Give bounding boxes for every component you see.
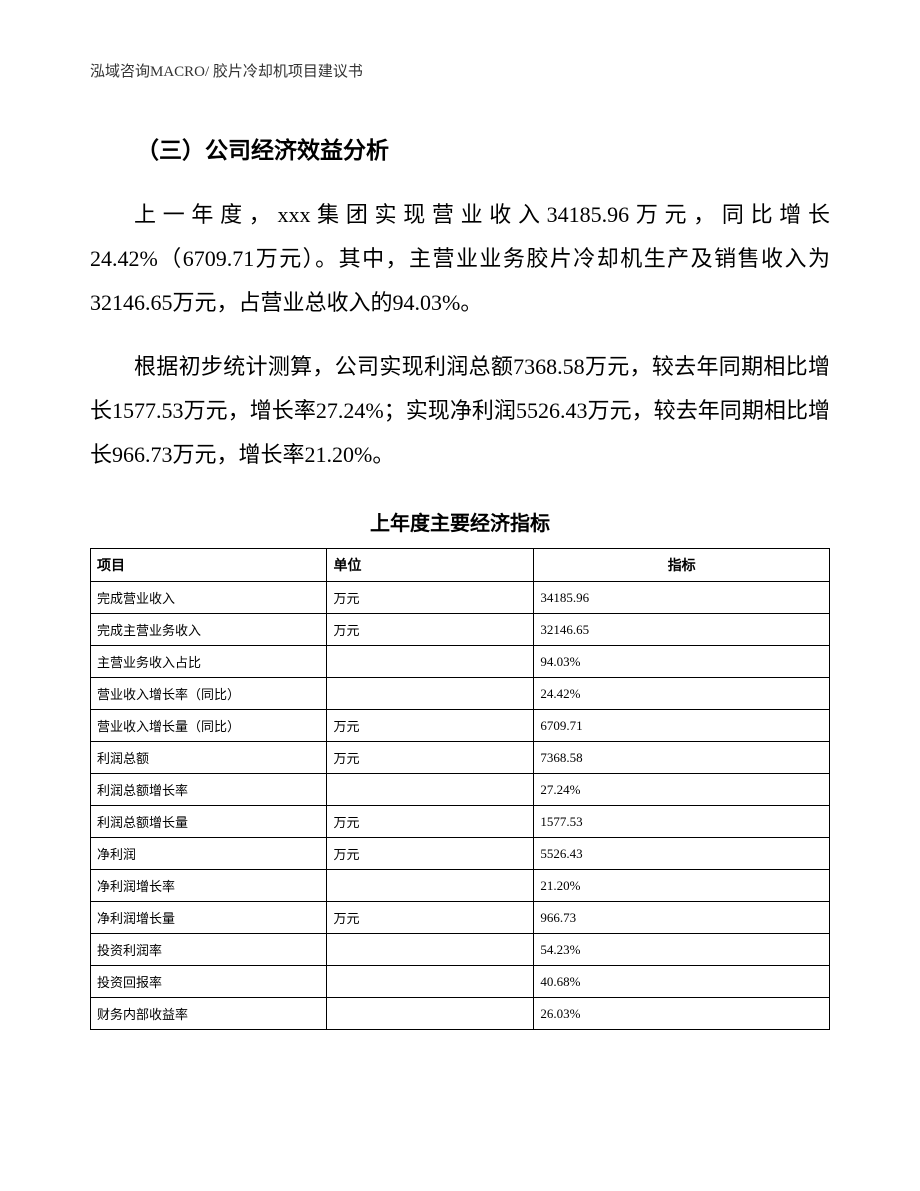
cell-project: 利润总额增长率	[91, 774, 327, 806]
cell-project: 投资利润率	[91, 934, 327, 966]
cell-unit: 万元	[327, 806, 534, 838]
table-row: 净利润增长量 万元 966.73	[91, 902, 830, 934]
cell-project: 净利润增长率	[91, 870, 327, 902]
cell-unit: 万元	[327, 742, 534, 774]
cell-unit: 万元	[327, 710, 534, 742]
table-row: 净利润增长率 21.20%	[91, 870, 830, 902]
cell-unit: 万元	[327, 838, 534, 870]
table-row: 主营业务收入占比 94.03%	[91, 646, 830, 678]
cell-value: 21.20%	[534, 870, 830, 902]
table-header-project: 项目	[91, 549, 327, 582]
cell-project: 利润总额增长量	[91, 806, 327, 838]
table-row: 利润总额增长率 27.24%	[91, 774, 830, 806]
cell-project: 主营业务收入占比	[91, 646, 327, 678]
cell-project: 利润总额	[91, 742, 327, 774]
table-row: 投资利润率 54.23%	[91, 934, 830, 966]
cell-unit	[327, 966, 534, 998]
cell-value: 24.42%	[534, 678, 830, 710]
cell-value: 6709.71	[534, 710, 830, 742]
cell-project: 营业收入增长率（同比）	[91, 678, 327, 710]
cell-value: 34185.96	[534, 582, 830, 614]
table-row: 财务内部收益率 26.03%	[91, 998, 830, 1030]
paragraph-1: 上一年度，xxx集团实现营业收入34185.96万元，同比增长24.42%（67…	[90, 193, 830, 325]
cell-project: 完成主营业务收入	[91, 614, 327, 646]
table-title: 上年度主要经济指标	[90, 507, 830, 536]
table-row: 投资回报率 40.68%	[91, 966, 830, 998]
table-row: 净利润 万元 5526.43	[91, 838, 830, 870]
cell-unit	[327, 998, 534, 1030]
cell-value: 7368.58	[534, 742, 830, 774]
cell-value: 27.24%	[534, 774, 830, 806]
cell-unit	[327, 870, 534, 902]
cell-value: 1577.53	[534, 806, 830, 838]
table-header-row: 项目 单位 指标	[91, 549, 830, 582]
cell-value: 5526.43	[534, 838, 830, 870]
cell-value: 32146.65	[534, 614, 830, 646]
cell-value: 54.23%	[534, 934, 830, 966]
cell-unit	[327, 646, 534, 678]
cell-value: 26.03%	[534, 998, 830, 1030]
cell-unit	[327, 934, 534, 966]
cell-unit	[327, 774, 534, 806]
cell-unit: 万元	[327, 614, 534, 646]
cell-project: 净利润	[91, 838, 327, 870]
cell-value: 966.73	[534, 902, 830, 934]
table-row: 完成主营业务收入 万元 32146.65	[91, 614, 830, 646]
cell-unit	[327, 678, 534, 710]
cell-unit: 万元	[327, 582, 534, 614]
section-title: （三）公司经济效益分析	[90, 131, 830, 165]
table-row: 营业收入增长率（同比） 24.42%	[91, 678, 830, 710]
cell-project: 净利润增长量	[91, 902, 327, 934]
table-row: 利润总额 万元 7368.58	[91, 742, 830, 774]
cell-project: 完成营业收入	[91, 582, 327, 614]
cell-unit: 万元	[327, 902, 534, 934]
cell-value: 94.03%	[534, 646, 830, 678]
table-row: 利润总额增长量 万元 1577.53	[91, 806, 830, 838]
cell-project: 财务内部收益率	[91, 998, 327, 1030]
table-row: 完成营业收入 万元 34185.96	[91, 582, 830, 614]
cell-project: 营业收入增长量（同比）	[91, 710, 327, 742]
header-line: 泓域咨询MACRO/ 胶片冷却机项目建议书	[90, 60, 830, 81]
cell-value: 40.68%	[534, 966, 830, 998]
table-header-indicator: 指标	[534, 549, 830, 582]
table-row: 营业收入增长量（同比） 万元 6709.71	[91, 710, 830, 742]
paragraph-2: 根据初步统计测算，公司实现利润总额7368.58万元，较去年同期相比增长1577…	[90, 345, 830, 477]
table-header-unit: 单位	[327, 549, 534, 582]
cell-project: 投资回报率	[91, 966, 327, 998]
economic-indicators-table: 项目 单位 指标 完成营业收入 万元 34185.96 完成主营业务收入 万元 …	[90, 548, 830, 1030]
